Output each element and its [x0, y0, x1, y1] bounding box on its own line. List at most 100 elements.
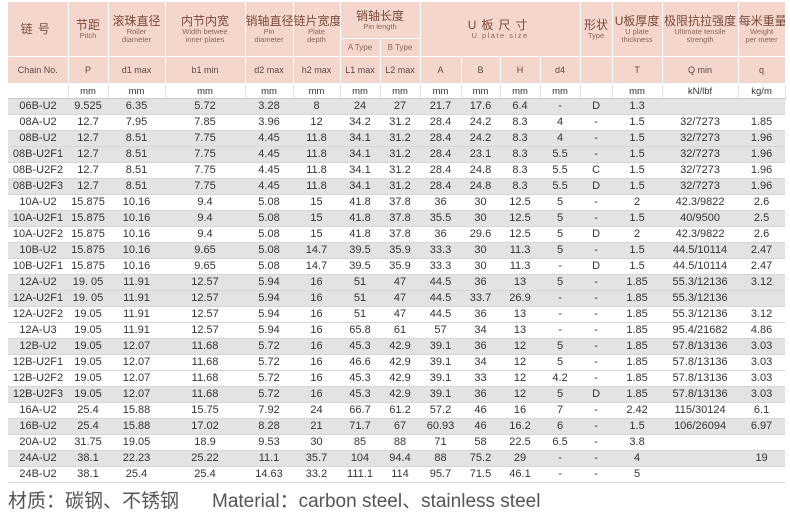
cell-type: - — [580, 210, 613, 227]
cell-u-plate-h: 46.1 — [500, 466, 541, 483]
cell-weight-per-meter: 1.96 — [738, 178, 786, 195]
cell-u-plate-h: 8.3 — [500, 162, 541, 179]
header-weight-per-meter: 每米重量 Weight per meter — [738, 2, 786, 57]
cell-u-plate-d4: 5 — [540, 242, 581, 259]
cell-u-plate-b: 36 — [461, 306, 501, 323]
cell-tensile-strength: 40/9500 — [662, 210, 739, 227]
cell-pitch: 12.7 — [68, 114, 108, 131]
cell-tensile-strength: 32/7273 — [662, 146, 739, 163]
cell-inner-width: 18.9 — [165, 434, 245, 451]
cell-u-plate-thickness: 1.5 — [612, 114, 663, 131]
cell-tensile-strength: 44.5/10114 — [662, 258, 739, 275]
cell-pin-diameter: 5.08 — [245, 226, 293, 243]
header-u-plate-thickness: U板厚度 U plate thickness — [612, 2, 663, 57]
cell-u-plate-a: 33.3 — [420, 258, 462, 275]
cell-pin-length-a: 41.8 — [340, 210, 380, 227]
cell-pitch: 19.05 — [68, 370, 108, 387]
header-en-label: Ultimate tensile strength — [674, 26, 726, 44]
cell-u-plate-thickness: 1.85 — [612, 370, 663, 387]
cell-pin-length-b: 42.9 — [380, 338, 421, 355]
cell-u-plate-h: 29 — [500, 450, 541, 467]
cell-u-plate-h: 12.5 — [500, 210, 541, 227]
symbol-u-plate-a: A — [420, 56, 462, 84]
table-row: 12B-U2 19.05 12.07 11.68 5.72 16 45.3 42.9 39.1 3… — [8, 338, 786, 355]
cell-u-plate-d4: 4 — [540, 114, 581, 131]
header-zh-label: 滚珠直径 — [112, 13, 161, 28]
cell-u-plate-a: 28.4 — [420, 178, 462, 195]
cell-pitch: 12.7 — [68, 162, 108, 179]
cell-type: - — [580, 434, 613, 451]
cell-inner-width: 7.85 — [165, 114, 245, 131]
cell-pitch: 15.875 — [68, 242, 108, 259]
table-body: 06B-U2 9.525 6.35 5.72 3.28 8 24 27 21.7 17.6 6.4-… — [8, 98, 786, 483]
cell-pin-length-b: 31.2 — [380, 146, 421, 163]
cell-type: - — [580, 418, 613, 435]
material-note-en: Material：carbon steel、stainless steel — [212, 491, 541, 512]
cell-u-plate-d4: - — [540, 322, 581, 339]
cell-roller-diameter: 11.91 — [108, 274, 165, 291]
cell-roller-diameter: 10.16 — [108, 258, 165, 275]
cell-chain-no: 08B-U2F1 — [8, 146, 68, 163]
cell-pin-diameter: 5.94 — [245, 274, 293, 291]
cell-weight-per-meter: 2.6 — [738, 226, 786, 243]
cell-pin-diameter: 4.45 — [245, 162, 293, 179]
cell-pin-length-a: 85 — [340, 434, 380, 451]
cell-tensile-strength — [662, 450, 739, 467]
header-en-label: Width betwee inner plates — [182, 26, 228, 44]
cell-type: - — [580, 274, 613, 291]
cell-tensile-strength: 55.3/12136 — [662, 306, 739, 323]
cell-pitch: 15.875 — [68, 258, 108, 275]
cell-pin-length-b: 61.2 — [380, 402, 421, 419]
cell-u-plate-d4: 7 — [540, 402, 581, 419]
table-row: 06B-U2 9.525 6.35 5.72 3.28 8 24 27 21.7 17.6 6.4-… — [8, 98, 786, 115]
cell-u-plate-b: 34 — [461, 354, 501, 371]
unit-type — [580, 83, 613, 99]
cell-pin-diameter: 11.1 — [245, 450, 293, 467]
cell-type: - — [580, 370, 613, 387]
cell-inner-width: 9.4 — [165, 210, 245, 227]
cell-weight-per-meter — [738, 98, 786, 115]
cell-u-plate-a: 28.4 — [420, 130, 462, 147]
cell-pitch: 19.05 — [68, 338, 108, 355]
cell-plate-depth: 16 — [293, 274, 340, 291]
cell-pin-length-b: 35.9 — [380, 242, 421, 259]
table-row: 12A-U2F2 19.05 11.91 12.57 5.94 16 51 47 44.5 36 1… — [8, 306, 786, 323]
cell-pitch: 19. 05 — [68, 274, 108, 291]
cell-u-plate-h: 12 — [500, 386, 541, 403]
cell-roller-diameter: 22.23 — [108, 450, 165, 467]
cell-inner-width: 12.57 — [165, 322, 245, 339]
cell-pin-length-b: 47 — [380, 274, 421, 291]
cell-tensile-strength: 42.3/9822 — [662, 226, 739, 243]
cell-type: - — [580, 130, 613, 147]
cell-u-plate-a: 39.1 — [420, 370, 462, 387]
cell-weight-per-meter: 1.96 — [738, 130, 786, 147]
cell-inner-width: 7.75 — [165, 146, 245, 163]
cell-roller-diameter: 11.91 — [108, 290, 165, 307]
cell-tensile-strength — [662, 434, 739, 451]
cell-pin-length-a: 41.8 — [340, 226, 380, 243]
cell-u-plate-h: 12 — [500, 338, 541, 355]
header-pin-length-b-type: B Type — [380, 38, 421, 57]
cell-u-plate-h: 11.3 — [500, 242, 541, 259]
cell-pin-length-a: 51 — [340, 306, 380, 323]
cell-pin-length-a: 24 — [340, 98, 380, 115]
cell-u-plate-h: 16.2 — [500, 418, 541, 435]
cell-inner-width: 11.68 — [165, 370, 245, 387]
cell-u-plate-thickness: 5 — [612, 466, 663, 483]
cell-pin-length-b: 37.8 — [380, 226, 421, 243]
cell-u-plate-b: 30 — [461, 242, 501, 259]
cell-weight-per-meter: 3.03 — [738, 370, 786, 387]
cell-pin-length-a: 65.8 — [340, 322, 380, 339]
cell-u-plate-d4: 5 — [540, 210, 581, 227]
header-row-symbols: Chain No. P d1 max b1 min d2 max h2 max … — [8, 56, 786, 84]
cell-plate-depth: 11.8 — [293, 162, 340, 179]
symbol-plate-depth: h2 max — [293, 56, 341, 84]
cell-tensile-strength: 57.8/13136 — [662, 386, 739, 403]
table-row: 08B-U2F3 12.7 8.51 7.75 4.45 11.8 34.1 31.2 28.4… — [8, 178, 786, 195]
cell-roller-diameter: 25.4 — [108, 466, 165, 483]
cell-roller-diameter: 19.05 — [108, 434, 165, 451]
cell-weight-per-meter: 3.12 — [738, 274, 786, 291]
unit-pitch: mm — [68, 83, 109, 99]
cell-tensile-strength: 32/7273 — [662, 162, 739, 179]
